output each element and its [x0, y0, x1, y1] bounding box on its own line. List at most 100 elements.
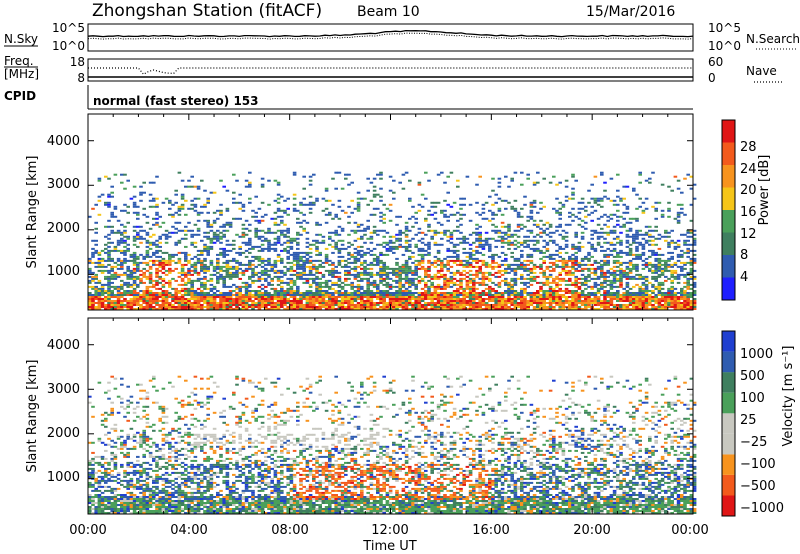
heatmap-cell: [436, 300, 441, 302]
heatmap-cell: [305, 221, 310, 224]
heatmap-cell: [398, 265, 402, 268]
heatmap-cell: [654, 285, 658, 288]
heatmap-cell: [302, 267, 306, 270]
heatmap-cell: [552, 287, 556, 290]
heatmap-cell: [203, 298, 207, 300]
heatmap-cell: [110, 213, 114, 216]
heatmap-cell: [254, 273, 258, 276]
heatmap-cell: [590, 271, 594, 274]
heatmap-cell: [107, 219, 111, 222]
heatmap-cell: [465, 308, 470, 310]
heatmap-cell: [388, 209, 393, 212]
heatmap-cell: [452, 243, 457, 246]
heatmap-cell: [449, 259, 454, 262]
heatmap-cell: [379, 300, 383, 302]
heatmap-cell: [120, 304, 124, 306]
heatmap-cell: [491, 304, 495, 306]
heatmap-cell: [369, 235, 374, 238]
heatmap-cell: [417, 263, 422, 266]
heatmap-cell: [289, 241, 294, 244]
heatmap-cell: [600, 273, 604, 276]
heatmap-cell: [187, 292, 191, 294]
heatmap-cell: [193, 269, 198, 272]
heatmap-cell: [280, 215, 284, 218]
heatmap-cell: [641, 243, 646, 246]
heatmap-cell: [168, 231, 172, 234]
heatmap-cell: [360, 304, 364, 306]
heatmap-cell: [436, 231, 441, 234]
heatmap-cell: [504, 300, 508, 302]
heatmap-cell: [648, 304, 652, 306]
heatmap-cell: [356, 298, 361, 300]
heatmap-cell: [126, 294, 130, 296]
heatmap-cell: [97, 298, 102, 300]
nsearch-label: N.Search: [746, 32, 800, 46]
heatmap-cell: [363, 304, 367, 306]
heatmap-cell: [398, 233, 402, 236]
heatmap-cell: [164, 306, 169, 308]
heatmap-cell: [257, 296, 262, 298]
heatmap-cell: [552, 175, 556, 178]
heatmap-cell: [97, 306, 102, 308]
heatmap-cell: [286, 257, 290, 260]
heatmap-cell: [340, 292, 345, 294]
heatmap-cell: [94, 251, 98, 254]
heatmap-cell: [600, 275, 604, 278]
heatmap-cell: [411, 302, 415, 304]
heatmap-cell: [504, 175, 508, 178]
heatmap-cell: [353, 306, 358, 308]
heatmap-cell: [552, 241, 556, 244]
heatmap-cell: [484, 275, 489, 278]
heatmap-cell: [216, 229, 220, 232]
heatmap-cell: [478, 292, 482, 294]
heatmap-cell: [411, 279, 415, 282]
heatmap-cell: [638, 287, 642, 290]
heatmap-cell: [513, 306, 518, 308]
heatmap-cell: [97, 290, 102, 292]
heatmap-cell: [475, 239, 479, 242]
heatmap-cell: [116, 263, 121, 266]
heatmap-cell: [683, 294, 687, 296]
heatmap-cell: [177, 209, 182, 212]
heatmap-cell: [526, 239, 530, 242]
heatmap-cell: [206, 308, 210, 310]
heatmap-cell: [526, 300, 530, 302]
heatmap-cell: [600, 231, 604, 234]
heatmap-cell: [513, 243, 518, 246]
heatmap-cell: [318, 277, 322, 280]
heatmap-cell: [686, 249, 690, 252]
heatmap-cell: [248, 285, 252, 288]
heatmap-cell: [587, 273, 591, 276]
heatmap-cell: [302, 296, 306, 298]
heatmap-cell: [289, 239, 294, 242]
heatmap-cell: [136, 304, 140, 306]
heatmap-cell: [228, 308, 233, 310]
heatmap-cell: [398, 287, 402, 290]
heatmap-cell: [331, 292, 335, 294]
heatmap-cell: [571, 263, 575, 266]
heatmap-cell: [596, 304, 601, 306]
heatmap-cell: [529, 269, 534, 272]
heatmap-cell: [478, 271, 482, 274]
heatmap-cell: [574, 302, 578, 304]
heatmap-cell: [513, 271, 518, 274]
heatmap-cell: [286, 227, 290, 230]
heatmap-cell: [97, 251, 102, 254]
heatmap-cell: [545, 227, 550, 230]
heatmap-cell: [257, 298, 262, 300]
heatmap-cell: [654, 279, 658, 282]
heatmap-cell: [529, 259, 534, 262]
heatmap-cell: [363, 233, 367, 236]
heatmap-cell: [632, 308, 636, 310]
heatmap-cell: [289, 277, 294, 280]
heatmap-cell: [216, 209, 220, 212]
heatmap-cell: [600, 173, 604, 176]
heatmap-cell: [596, 203, 601, 206]
heatmap-cell: [379, 279, 383, 282]
heatmap-cell: [622, 294, 626, 296]
heatmap-cell: [190, 235, 194, 238]
heatmap-cell: [283, 271, 287, 274]
heatmap-cell: [552, 261, 556, 264]
heatmap-cell: [331, 263, 335, 266]
heatmap-cell: [532, 306, 537, 308]
